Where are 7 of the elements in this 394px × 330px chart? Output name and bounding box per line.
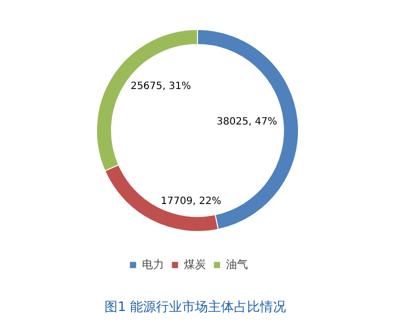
data-label: 25675, 31% [130,81,191,92]
legend-label: 油气 [226,257,248,272]
data-label: 38025, 47% [216,116,278,128]
data-label: 17709, 22% [160,196,222,208]
legend-label: 电力 [142,257,164,272]
legend-label: 煤炭 [184,257,206,272]
text: 图1 能源行业市场主体占比情况 [104,299,286,315]
